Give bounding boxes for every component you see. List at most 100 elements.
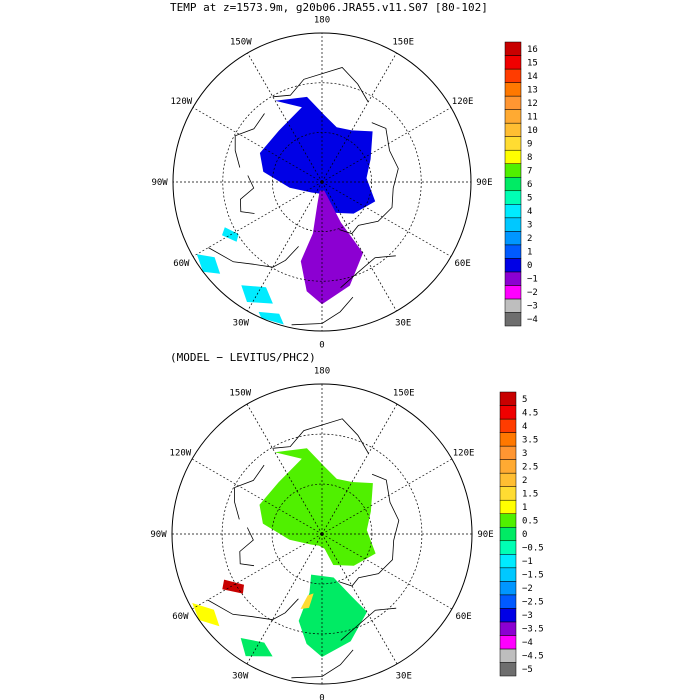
longitude-label: 180	[314, 16, 330, 26]
colorbar-swatch	[504, 82, 522, 97]
data-region-0	[259, 96, 376, 214]
difference-colorbar: 5 4.5 4 3.5 3 2.5 2 1.5 1 0.5 0 −0.5 −1 −1.5 −2 −2.5 −3 −…	[499, 391, 544, 677]
colorbar-swatch	[499, 554, 517, 569]
meridian-5	[321, 181, 397, 312]
colorbar-tick: −1	[527, 275, 538, 285]
meridian-11	[247, 52, 323, 183]
longitude-label: 60W	[172, 612, 189, 622]
coastline-0	[272, 418, 369, 454]
colorbar-swatch	[504, 217, 522, 232]
colorbar-tick: 16	[527, 45, 538, 55]
colorbar-swatch	[504, 176, 522, 192]
colorbar-swatch	[504, 244, 522, 259]
colorbar-swatch	[504, 231, 522, 246]
colorbar-tick: 3.5	[522, 435, 538, 445]
coastline-2	[239, 175, 255, 214]
colorbar-tick: 1	[527, 248, 532, 258]
colorbar-swatch	[504, 163, 522, 178]
coastline-3	[208, 246, 299, 268]
colorbar-swatch	[499, 405, 517, 420]
colorbar-tick: −3.5	[522, 625, 544, 635]
longitude-label: 180	[314, 367, 330, 377]
data-region-5	[258, 311, 284, 325]
coastline-5	[340, 255, 396, 288]
data-region-1	[300, 190, 363, 305]
colorbar-tick: −0.5	[522, 544, 544, 554]
colorbar-swatch	[504, 68, 522, 83]
colorbar-swatch	[499, 567, 517, 582]
meridian-8	[192, 181, 323, 257]
meridian-7	[246, 533, 323, 665]
colorbar-swatch	[499, 635, 517, 650]
coastline-1	[234, 113, 265, 168]
colorbar-swatch	[504, 271, 522, 286]
colorbar-swatch	[504, 41, 522, 56]
colorbar-tick: −1	[522, 557, 533, 567]
colorbar-swatch	[499, 391, 517, 406]
colorbar-swatch	[499, 662, 517, 677]
colorbar-swatch	[504, 149, 522, 164]
longitude-label: 90E	[477, 530, 493, 540]
colorbar-swatch	[499, 432, 517, 447]
longitude-label: 150W	[230, 37, 252, 47]
lat-circle-1	[222, 82, 422, 282]
longitude-label: 60W	[173, 259, 190, 269]
colorbar-tick: 0	[527, 261, 532, 271]
coastline-4	[339, 122, 399, 235]
colorbar-tick: 0	[522, 530, 527, 540]
colorbar-swatch	[499, 526, 517, 542]
difference-polar-panel: 180 150E 120E 90E 60E 30E 0 30W 60W 90W 120W 150W	[150, 367, 493, 700]
longitude-label: 120W	[171, 97, 193, 107]
colorbar-swatch	[504, 55, 522, 70]
map-rim	[171, 383, 473, 685]
colorbar-swatch	[499, 608, 517, 623]
colorbar-tick: 15	[527, 58, 538, 68]
colorbar-swatch	[499, 486, 517, 501]
colorbar-swatch	[504, 136, 522, 151]
colorbar-tick: 2.5	[522, 462, 538, 472]
colorbar-swatch	[499, 459, 517, 474]
colorbar-tick: −2	[522, 584, 533, 594]
longitude-label: 120E	[453, 448, 475, 458]
coastline-5	[340, 607, 397, 641]
colorbar-swatch	[504, 285, 522, 300]
colorbar-tick: 5	[527, 194, 532, 204]
data-region-3	[196, 254, 221, 274]
meridian-10	[192, 107, 323, 183]
colorbar-swatch	[499, 445, 517, 460]
map-rim	[172, 32, 472, 332]
colorbar-tick: 4.5	[522, 408, 538, 418]
colorbar-tick: 0.5	[522, 516, 538, 526]
colorbar-tick: 3	[527, 221, 532, 231]
longitude-label: 60E	[455, 612, 471, 622]
coastline-4	[339, 473, 400, 587]
colorbar-tick: −4	[522, 638, 533, 648]
data-region-3	[192, 603, 220, 627]
longitude-label: 150W	[229, 388, 251, 398]
longitude-label: 150E	[393, 388, 415, 398]
colorbar-tick: 10	[527, 126, 538, 136]
colorbar-swatch	[504, 122, 522, 137]
longitude-label: 120E	[452, 97, 474, 107]
meridian-5	[321, 533, 398, 665]
longitude-label: 150E	[392, 37, 414, 47]
colorbar-tick: −3	[522, 611, 533, 621]
longitude-label: 0	[319, 340, 324, 350]
colorbar-tick: −4.5	[522, 652, 544, 662]
meridian-11	[246, 403, 323, 535]
colorbar-swatch	[504, 204, 522, 219]
coastline-1	[234, 464, 265, 520]
colorbar-tick: 2	[522, 476, 527, 486]
colorbar-tick: −2	[527, 288, 538, 298]
lat-circle-1	[221, 433, 423, 635]
coastline-2	[239, 527, 255, 567]
colorbar-tick: 7	[527, 166, 532, 176]
top-polar-panel: 180 150E 120E 90E 60E 30E 0 30W 60W 90W 120W 150W	[151, 16, 492, 351]
longitude-label: 30W	[232, 672, 249, 682]
colorbar-swatch	[499, 499, 517, 514]
colorbar-swatch	[499, 594, 517, 609]
longitude-label: 30E	[395, 319, 411, 329]
data-region-5	[240, 638, 273, 657]
